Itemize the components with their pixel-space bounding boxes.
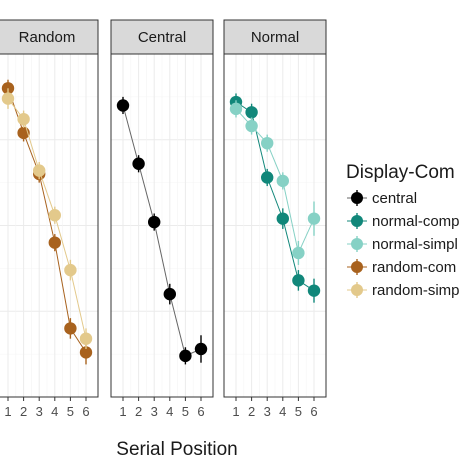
x-tick-label: 6 xyxy=(310,404,317,419)
panel-strip xyxy=(0,19,99,55)
data-point-random-com xyxy=(79,346,93,359)
panel-border xyxy=(223,53,327,398)
data-point-normal-comp xyxy=(276,212,289,225)
panel-title: Normal xyxy=(251,29,299,46)
x-tick-label: 4 xyxy=(51,404,58,419)
data-point-random-simp xyxy=(17,112,30,126)
data-point-random-com xyxy=(48,236,61,249)
x-tick-label: 6 xyxy=(197,404,204,419)
x-tick-label: 1 xyxy=(119,404,126,419)
legend-key-marker xyxy=(351,215,363,227)
legend-entry: normal-simpl xyxy=(347,236,458,253)
panel-2: Normal 1 2 3 4 5 6 xyxy=(223,19,327,419)
data-point-central xyxy=(148,215,161,229)
x-tick-label: 1 xyxy=(232,404,239,419)
data-point-normal-simpl xyxy=(229,102,243,116)
x-tick-label: 1 xyxy=(4,404,11,419)
data-point-normal-comp xyxy=(292,274,305,287)
panel-strip xyxy=(110,19,214,55)
data-point-normal-comp xyxy=(307,284,321,297)
legend-key-marker xyxy=(351,284,363,296)
data-point-normal-simpl xyxy=(292,246,305,260)
data-point-normal-simpl xyxy=(307,212,321,225)
x-tick-label: 4 xyxy=(279,404,286,419)
data-point-random-simp xyxy=(33,164,46,177)
panel-strip xyxy=(223,19,327,55)
legend: Display-Com central normal-comp normal-simp… xyxy=(346,162,460,299)
x-tick-label: 3 xyxy=(264,404,271,419)
x-tick-label: 3 xyxy=(151,404,158,419)
data-point-normal-simpl xyxy=(245,119,258,133)
panel-0: Random 1 2 3 4 5 6 xyxy=(0,19,99,419)
legend-entry: central xyxy=(347,190,417,207)
x-tick-label: 5 xyxy=(295,404,302,419)
x-tick-label: 5 xyxy=(67,404,74,419)
data-point-random-com xyxy=(64,322,77,335)
x-tick-label: 2 xyxy=(135,404,142,419)
data-point-normal-simpl xyxy=(276,174,289,188)
panel-border xyxy=(0,53,99,398)
data-point-central xyxy=(116,99,130,112)
x-tick-label: 5 xyxy=(182,404,189,419)
series-central xyxy=(116,96,208,365)
data-point-random-simp xyxy=(1,92,15,105)
legend-key-marker xyxy=(351,238,363,250)
data-point-normal-comp xyxy=(261,171,274,184)
legend-key-marker xyxy=(351,261,363,273)
data-point-random-simp xyxy=(48,209,61,222)
data-point-central xyxy=(194,342,208,356)
x-tick-label: 6 xyxy=(82,404,89,419)
data-point-central xyxy=(163,287,176,301)
panel-1: Central 1 2 3 4 5 6 xyxy=(110,19,214,419)
x-tick-label: 2 xyxy=(248,404,255,419)
x-tick-label: 2 xyxy=(20,404,27,419)
data-point-random-simp xyxy=(64,263,77,277)
series-random-simp xyxy=(1,88,93,349)
panel-title: Central xyxy=(138,29,186,46)
legend-label: random-com xyxy=(372,259,456,276)
data-point-random-simp xyxy=(79,332,93,345)
data-point-normal-simpl xyxy=(261,136,274,150)
legend-entry: random-com xyxy=(347,259,456,276)
legend-label: central xyxy=(372,190,417,207)
legend-label: random-simp xyxy=(372,282,460,299)
x-tick-label: 3 xyxy=(36,404,43,419)
legend-key-marker xyxy=(351,192,363,204)
legend-label: normal-simpl xyxy=(372,236,458,253)
legend-entry: random-simp xyxy=(347,282,460,299)
x-tick-label: 4 xyxy=(166,404,173,419)
panel-border xyxy=(110,53,214,398)
legend-label: normal-comp xyxy=(372,213,460,230)
panel-title: Random xyxy=(19,29,76,46)
data-point-normal-comp xyxy=(245,106,258,119)
data-point-central xyxy=(179,349,192,363)
legend-entry: normal-comp xyxy=(347,213,460,230)
series-normal-simpl xyxy=(229,100,321,265)
x-axis-title: Serial Position xyxy=(116,439,237,460)
data-point-central xyxy=(132,157,145,170)
legend-title: Display-Com xyxy=(346,162,455,183)
